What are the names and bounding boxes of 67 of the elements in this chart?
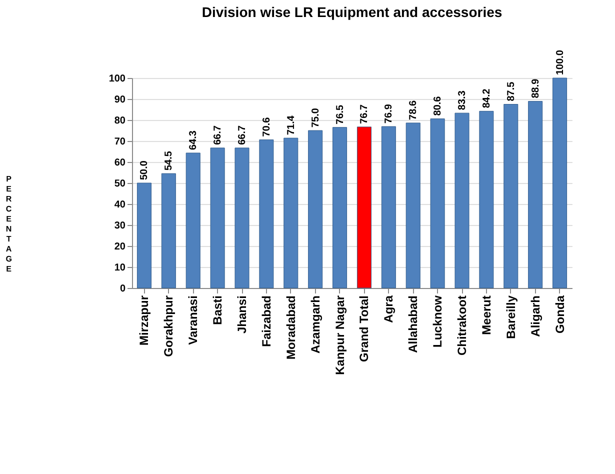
- data-label: 50.0: [139, 160, 150, 180]
- data-label: 78.6: [408, 100, 420, 120]
- y-tick-label: 0: [120, 284, 126, 294]
- y-tick-label: 30: [114, 220, 126, 232]
- data-label: 66.7: [237, 125, 248, 145]
- x-tick-label: Gonda: [552, 295, 567, 334]
- data-label: 75.0: [310, 108, 322, 128]
- x-tick-label: Lucknow: [430, 294, 445, 348]
- x-tick-label: Grand Total: [357, 296, 372, 362]
- data-label: 80.6: [432, 96, 444, 116]
- data-label: 70.6: [261, 116, 272, 137]
- y-tick-label: 10: [114, 262, 126, 274]
- x-tick-label: Faizabad: [259, 296, 274, 347]
- y-tick-label: 100: [108, 74, 126, 84]
- x-tick-label: Jhansi: [235, 296, 249, 334]
- bar: [259, 139, 274, 288]
- bar: [284, 138, 298, 288]
- y-tick-label: 60: [114, 158, 126, 168]
- data-label: 84.2: [481, 88, 492, 108]
- y-tick-label: 70: [114, 136, 126, 148]
- y-tick-label: 40: [114, 200, 126, 210]
- x-tick-label: Agra: [382, 295, 396, 323]
- text: PERCENTAGE: [6, 174, 12, 274]
- data-label: 71.4: [286, 115, 297, 136]
- bar: [210, 148, 225, 288]
- data-label: 54.5: [164, 150, 175, 171]
- data-label: 76.5: [334, 104, 346, 124]
- x-tick-label: Chitrakoot: [455, 295, 469, 356]
- data-label: 100.0: [554, 50, 566, 75]
- x-tick-label: Varanasi: [186, 296, 200, 345]
- data-label: 83.3: [457, 90, 468, 110]
- bar: [161, 173, 176, 288]
- bar: [308, 130, 323, 288]
- data-label: 64.3: [188, 130, 200, 150]
- bar: [234, 148, 250, 288]
- bar: [356, 126, 372, 288]
- bar: [528, 101, 543, 288]
- bar: [552, 78, 568, 288]
- y-tick-label: 20: [114, 242, 126, 252]
- data-label: 66.7: [212, 125, 224, 145]
- x-tick-label: Gorakhpur: [162, 295, 176, 357]
- x-tick-label: Bareilly: [504, 295, 518, 339]
- x-tick-label: Aligarh: [528, 296, 542, 337]
- x-tick-label: Mirzapur: [137, 295, 152, 346]
- y-tick-label: 90: [114, 94, 126, 106]
- x-tick-label: Kanpur Nagar: [332, 295, 347, 375]
- y-tick-label: 80: [114, 116, 126, 126]
- bar: [332, 127, 348, 288]
- bar: [479, 110, 494, 288]
- x-tick-label: Basti: [210, 296, 225, 325]
- x-tick-label: Azamgarh: [308, 296, 322, 354]
- x-tick-label: Allahabad: [406, 296, 420, 353]
- data-label: 76.9: [384, 104, 395, 124]
- bar: [504, 104, 518, 288]
- bar: [186, 152, 200, 288]
- data-label: 88.9: [530, 78, 542, 98]
- y-tick-label: 50: [114, 178, 126, 190]
- x-tick-label: Moradabad: [284, 296, 298, 360]
- bar: [430, 118, 445, 288]
- bar: [454, 112, 470, 288]
- x-tick-label: Meerut: [479, 296, 494, 335]
- bar: [381, 126, 396, 288]
- data-label: 76.7: [359, 104, 370, 124]
- data-label: 87.5: [506, 81, 517, 102]
- bar: [406, 122, 420, 288]
- chart-title: Division wise LR Equipment and accessories: [202, 4, 502, 20]
- bar: [136, 182, 152, 288]
